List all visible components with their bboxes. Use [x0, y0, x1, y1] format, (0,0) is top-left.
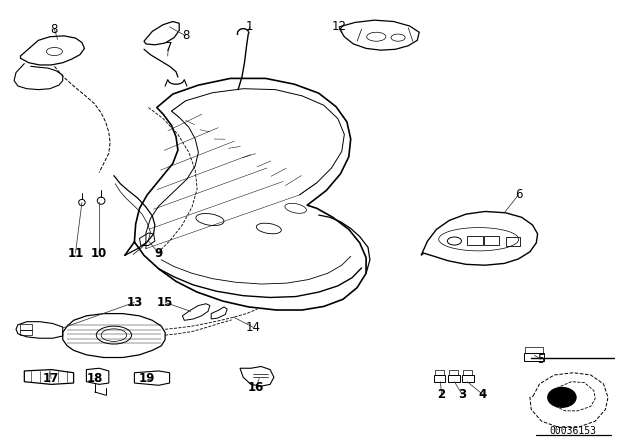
Text: 6: 6 [515, 188, 522, 202]
Bar [462, 375, 474, 382]
Bar [524, 353, 544, 361]
Text: 13: 13 [126, 296, 143, 309]
Bar [449, 370, 458, 375]
Bar [467, 236, 483, 245]
Bar [434, 375, 445, 382]
Text: 7: 7 [164, 40, 172, 54]
Text: 14: 14 [245, 320, 260, 334]
Text: 12: 12 [332, 20, 347, 34]
Text: 9: 9 [155, 246, 163, 260]
Text: 2: 2 [438, 388, 445, 401]
Bar [506, 237, 520, 246]
Text: 00036153: 00036153 [549, 426, 596, 436]
Bar [20, 330, 32, 335]
Bar [525, 347, 543, 353]
Bar [463, 370, 472, 375]
Text: 19: 19 [139, 372, 156, 385]
Text: 11: 11 [67, 246, 84, 260]
Text: 8: 8 [51, 22, 58, 36]
Text: 4: 4 [479, 388, 486, 401]
Text: 17: 17 [43, 372, 60, 385]
Bar [484, 236, 499, 245]
Bar [20, 324, 32, 330]
Text: 3: 3 [458, 388, 466, 401]
Circle shape [548, 388, 576, 407]
Text: 15: 15 [157, 296, 173, 309]
Text: 5: 5 [537, 353, 545, 366]
Text: 1: 1 [246, 20, 253, 34]
Text: 18: 18 [86, 372, 103, 385]
Text: 8: 8 [182, 29, 189, 43]
Bar [448, 375, 460, 382]
Bar [435, 370, 444, 375]
Text: 10: 10 [91, 246, 108, 260]
Text: 16: 16 [248, 381, 264, 394]
